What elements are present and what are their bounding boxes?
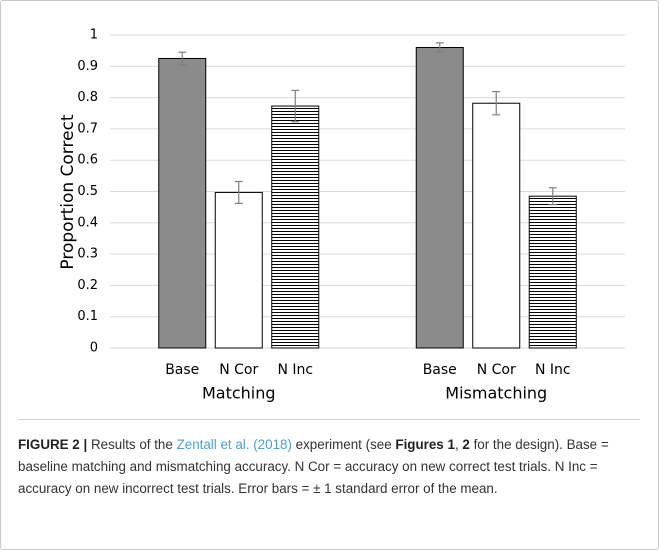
bar-label: N Inc (277, 362, 313, 378)
y-tick-label: 0.8 (77, 90, 98, 105)
caption-text: Figures 1 (395, 437, 455, 452)
bar (158, 57, 207, 349)
caption-text: Results of the (87, 437, 177, 452)
bar (214, 191, 263, 349)
group-label: Matching (202, 384, 276, 403)
bar (271, 105, 320, 349)
y-tick-label: 0 (90, 341, 98, 356)
bar-label: Base (165, 362, 199, 378)
bar (472, 102, 521, 349)
caption-text: , (454, 437, 463, 452)
caption-text: experiment (see (291, 437, 396, 452)
group-label: Mismatching (445, 384, 547, 403)
bar (415, 47, 464, 349)
figure-caption: FIGURE 2 | Results of the Zentall et al.… (18, 434, 636, 500)
bar-label: N Cor (219, 362, 258, 378)
bar-label: N Inc (535, 362, 571, 378)
y-tick-label: 0.3 (77, 247, 98, 262)
caption-text: for the design). Base = baseline matchin… (18, 437, 609, 496)
y-tick-label: 0.9 (77, 59, 98, 74)
y-tick-label: 0.5 (77, 184, 98, 199)
y-tick-label: 0.7 (77, 121, 98, 136)
y-tick-label: 1 (90, 28, 98, 43)
caption-text: FIGURE 2 | (18, 437, 88, 452)
y-tick-label: 0.1 (77, 309, 98, 324)
bar-label: Base (423, 362, 457, 378)
bar (528, 195, 577, 349)
y-axis-label: Proportion Correct (58, 114, 78, 270)
bar-label: N Cor (477, 362, 516, 378)
y-tick-label: 0.6 (77, 153, 98, 168)
separator (18, 419, 640, 420)
y-tick-label: 0.4 (77, 215, 98, 230)
caption-text: Zentall et al. (2018) (176, 437, 292, 452)
caption-text: 2 (462, 437, 470, 452)
y-tick-label: 0.2 (77, 278, 98, 293)
chart: Proportion Correct 0 0.1 0.2 0.3 0.4 0.5 0.6 0.… (58, 28, 625, 403)
